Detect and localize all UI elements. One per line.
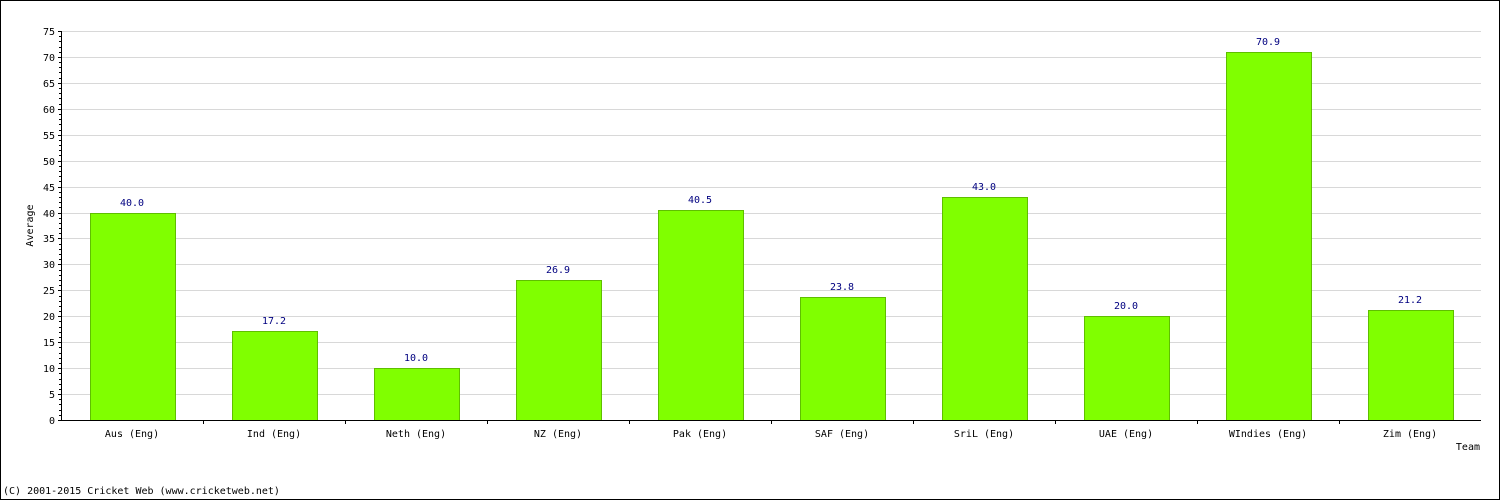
y-tick-label: 15 xyxy=(43,338,55,349)
value-label: 23.8 xyxy=(830,282,854,293)
y-tick-label: 70 xyxy=(43,53,55,64)
y-tick-label: 5 xyxy=(49,390,55,401)
value-label: 40.5 xyxy=(688,195,712,206)
bar xyxy=(1368,310,1454,421)
y-tick-label: 0 xyxy=(49,416,55,427)
value-label: 17.2 xyxy=(262,316,286,327)
y-tick-label: 65 xyxy=(43,79,55,90)
bar xyxy=(942,197,1028,421)
x-tick-label: Aus (Eng) xyxy=(105,429,159,440)
y-tick-label: 55 xyxy=(43,131,55,142)
bar xyxy=(658,210,744,421)
copyright-notice: (C) 2001-2015 Cricket Web (www.cricketwe… xyxy=(3,486,280,497)
value-label: 26.9 xyxy=(546,265,570,276)
x-tick-label: Pak (Eng) xyxy=(673,429,727,440)
y-tick-label: 75 xyxy=(43,27,55,38)
bar xyxy=(1084,316,1170,421)
bar xyxy=(1226,52,1312,421)
x-tick-label: WIndies (Eng) xyxy=(1229,429,1307,440)
value-labels: 40.0 17.2 10.0 26.9 40.5 23.8 43.0 20.0 70.9 21.2 xyxy=(120,37,1422,364)
value-label: 43.0 xyxy=(972,182,996,193)
x-axis-ticks: Aus (Eng) Ind (Eng) Neth (Eng) NZ (Eng) Pak … xyxy=(105,420,1437,440)
bar xyxy=(516,280,602,421)
x-tick-label: Zim (Eng) xyxy=(1383,429,1437,440)
bars xyxy=(90,52,1454,421)
y-axis-title: Average xyxy=(25,204,36,246)
x-tick-label: Neth (Eng) xyxy=(386,429,446,440)
y-tick-label: 50 xyxy=(43,157,55,168)
x-tick-label: SriL (Eng) xyxy=(954,429,1014,440)
y-tick-label: 20 xyxy=(43,312,55,323)
bar xyxy=(90,213,176,421)
y-tick-label: 35 xyxy=(43,234,55,245)
y-tick-label: 10 xyxy=(43,364,55,375)
value-label: 21.2 xyxy=(1398,295,1422,306)
bar xyxy=(374,368,460,421)
y-tick-label: 45 xyxy=(43,183,55,194)
x-tick-label: NZ (Eng) xyxy=(534,429,582,440)
value-label: 20.0 xyxy=(1114,301,1138,312)
value-label: 70.9 xyxy=(1256,37,1280,48)
y-tick-label: 25 xyxy=(43,286,55,297)
x-tick-label: UAE (Eng) xyxy=(1099,429,1153,440)
bar xyxy=(232,331,318,421)
x-tick-label: SAF (Eng) xyxy=(815,429,869,440)
y-tick-label: 30 xyxy=(43,260,55,271)
value-label: 10.0 xyxy=(404,353,428,364)
x-tick-label: Ind (Eng) xyxy=(247,429,301,440)
bar xyxy=(800,297,886,421)
y-tick-label: 40 xyxy=(43,209,55,220)
value-label: 40.0 xyxy=(120,198,144,209)
x-axis-title: Team xyxy=(1456,442,1480,453)
y-axis-ticks: 0 5 10 15 20 25 30 35 40 45 50 55 60 65 70 75 xyxy=(43,27,61,427)
y-tick-label: 60 xyxy=(43,105,55,116)
